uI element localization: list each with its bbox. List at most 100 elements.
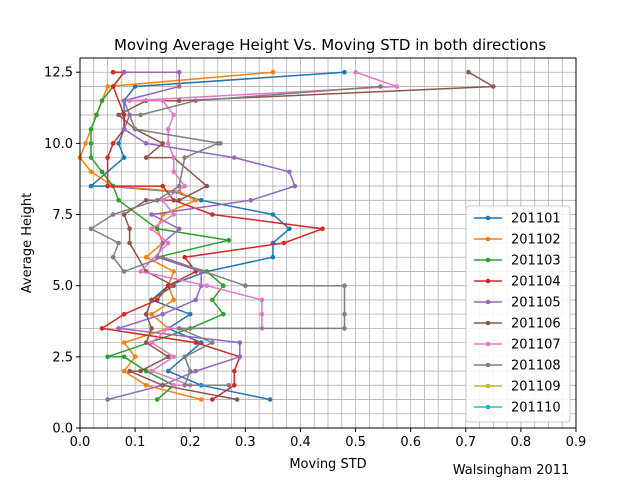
data-point bbox=[176, 326, 182, 331]
data-point bbox=[160, 198, 165, 203]
data-point bbox=[149, 311, 154, 317]
series-201107 bbox=[127, 69, 400, 388]
data-point bbox=[143, 368, 149, 374]
data-point bbox=[149, 368, 154, 374]
legend-swatch-marker bbox=[485, 404, 491, 410]
data-point bbox=[149, 212, 154, 217]
data-point bbox=[165, 368, 171, 374]
data-point bbox=[210, 397, 215, 402]
x-axis-label: Moving STD bbox=[289, 457, 366, 472]
data-point bbox=[171, 383, 176, 388]
data-point bbox=[160, 254, 165, 260]
data-point bbox=[342, 311, 347, 317]
data-point bbox=[143, 254, 149, 260]
legend-swatch-marker bbox=[485, 320, 491, 326]
data-point bbox=[154, 226, 160, 232]
data-point bbox=[132, 354, 138, 360]
data-point bbox=[88, 169, 94, 175]
x-tick-label: 0.3 bbox=[235, 435, 256, 450]
legend-label: 201106 bbox=[511, 317, 561, 332]
data-point bbox=[182, 354, 187, 360]
data-point bbox=[105, 155, 110, 160]
data-point bbox=[292, 183, 298, 189]
data-point bbox=[342, 326, 347, 331]
legend-label: 201107 bbox=[511, 338, 561, 353]
data-point bbox=[198, 198, 204, 203]
legend-swatch-marker bbox=[485, 278, 491, 284]
legend-label: 201102 bbox=[511, 233, 561, 248]
legend-item-201107: 201107 bbox=[474, 338, 561, 353]
data-point bbox=[88, 226, 94, 232]
data-point bbox=[342, 283, 347, 289]
legend-item-201103: 201103 bbox=[474, 254, 561, 269]
legend-item-201106: 201106 bbox=[474, 317, 561, 332]
data-point bbox=[127, 98, 132, 103]
data-point bbox=[176, 98, 182, 103]
data-point bbox=[138, 368, 143, 374]
data-point bbox=[121, 155, 127, 160]
data-point bbox=[171, 169, 176, 175]
data-point bbox=[110, 84, 116, 89]
legend-label: 201104 bbox=[511, 275, 561, 290]
data-point bbox=[143, 340, 149, 345]
legend-item-201110: 201110 bbox=[474, 401, 561, 416]
series-line-201101 bbox=[90, 71, 345, 401]
data-point bbox=[466, 69, 471, 75]
data-point bbox=[149, 297, 154, 303]
y-axis-label: Average Height bbox=[20, 193, 35, 294]
data-point bbox=[187, 311, 193, 317]
data-point bbox=[116, 326, 121, 331]
data-point bbox=[138, 112, 143, 118]
data-point bbox=[165, 126, 171, 132]
legend-item-201109: 201109 bbox=[474, 380, 561, 395]
data-point bbox=[121, 112, 127, 118]
x-tick-label: 0.7 bbox=[455, 435, 476, 450]
y-tick-label: 12.5 bbox=[44, 66, 73, 81]
data-point bbox=[88, 141, 94, 146]
plot-series bbox=[77, 69, 496, 402]
x-tick-label: 0.0 bbox=[70, 435, 91, 450]
data-point bbox=[154, 397, 160, 402]
data-point bbox=[491, 84, 496, 89]
data-point bbox=[149, 326, 154, 331]
data-point bbox=[248, 198, 254, 203]
series-line-201106 bbox=[117, 71, 495, 401]
data-point bbox=[160, 311, 165, 317]
data-point bbox=[160, 98, 165, 103]
data-point bbox=[193, 368, 198, 374]
data-point bbox=[154, 198, 160, 203]
data-point bbox=[165, 141, 171, 146]
data-point bbox=[176, 69, 182, 75]
legend-item-201104: 201104 bbox=[474, 275, 561, 290]
legend-swatch-marker bbox=[485, 215, 491, 221]
data-point bbox=[121, 98, 127, 103]
data-point bbox=[281, 240, 287, 246]
data-point bbox=[88, 155, 94, 160]
x-tick-label: 0.9 bbox=[566, 435, 587, 450]
data-point bbox=[105, 183, 110, 189]
data-point bbox=[121, 212, 127, 217]
data-point bbox=[182, 254, 187, 260]
data-point bbox=[320, 226, 325, 232]
legend-item-201105: 201105 bbox=[474, 296, 561, 311]
data-point bbox=[171, 283, 176, 289]
data-point bbox=[171, 297, 176, 303]
data-point bbox=[121, 269, 127, 274]
data-point bbox=[116, 141, 121, 146]
legend-swatch-marker bbox=[485, 236, 491, 242]
data-point bbox=[143, 155, 149, 160]
data-point bbox=[259, 297, 265, 303]
data-point bbox=[121, 69, 127, 75]
data-point bbox=[176, 226, 182, 232]
data-point bbox=[232, 383, 237, 388]
y-tick-label: 2.5 bbox=[52, 350, 73, 365]
data-point bbox=[171, 354, 176, 360]
data-point bbox=[210, 340, 215, 345]
data-point bbox=[116, 240, 121, 246]
annotation-text: Walsingham 2011 bbox=[453, 463, 570, 478]
data-point bbox=[182, 183, 187, 189]
data-point bbox=[110, 69, 116, 75]
legend-swatch-marker bbox=[485, 257, 491, 263]
y-tick-label: 10.0 bbox=[44, 137, 73, 152]
